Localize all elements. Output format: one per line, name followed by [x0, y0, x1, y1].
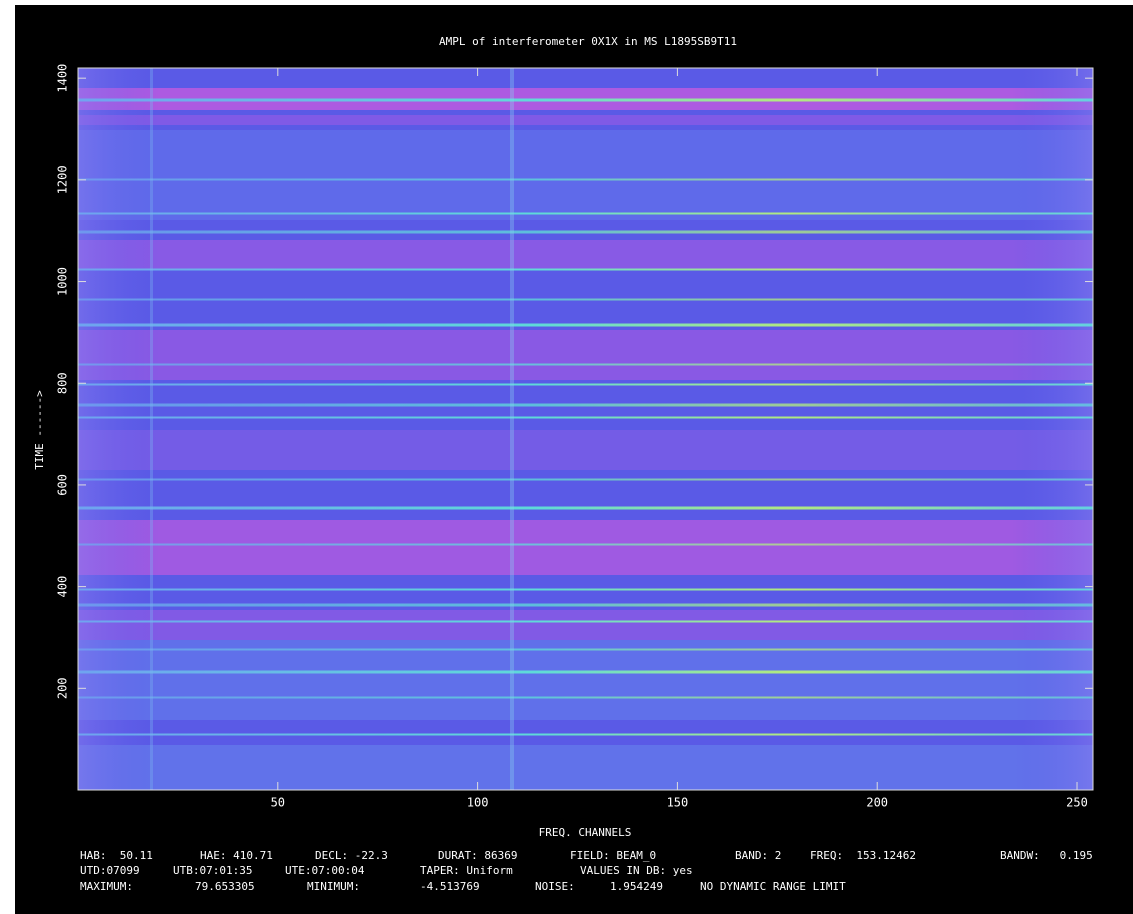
info-text: NOISE:: [535, 880, 575, 893]
y-tick-label: 600: [56, 474, 70, 496]
info-text: UTE:07:00:04: [285, 864, 365, 877]
info-text: TAPER: Uniform: [420, 864, 513, 877]
raster-streak: [78, 734, 1093, 736]
raster-streak: [78, 621, 1093, 623]
raster-streak: [78, 404, 1093, 407]
raster-streak: [78, 589, 1093, 591]
raster-streak: [78, 231, 1093, 234]
info-text: MINIMUM:: [307, 880, 360, 893]
x-tick-label: 150: [667, 796, 689, 810]
raster-streak: [78, 364, 1093, 366]
x-axis-label: FREQ. CHANNELS: [539, 826, 632, 839]
raster-streak: [78, 179, 1093, 181]
info-text: HAB: 50.11: [80, 849, 153, 862]
raster-streak: [78, 99, 1093, 102]
info-text: BANDW: 0.195: [1000, 849, 1093, 862]
raster-column: [510, 68, 514, 790]
x-tick-label: 100: [467, 796, 489, 810]
raster-streak: [78, 299, 1093, 301]
x-tick-label: 50: [271, 796, 285, 810]
raster-streak: [78, 671, 1093, 674]
chart: AMPL of interferometer 0X1X in MS L1895S…: [0, 0, 1133, 914]
info-text: 1.954249: [610, 880, 663, 893]
info-text: NO DYNAMIC RANGE LIMIT: [700, 880, 846, 893]
raster-streak: [78, 213, 1093, 215]
raster-streak: [78, 479, 1093, 481]
y-axis-label: TIME ------>: [33, 390, 46, 470]
info-text: FIELD: BEAM_0: [570, 849, 656, 862]
info-text: BAND: 2: [735, 849, 781, 862]
info-text: VALUES IN DB: yes: [580, 864, 693, 877]
raster-streak: [78, 384, 1093, 386]
info-text: UTD:07099: [80, 864, 140, 877]
x-tick-label: 200: [866, 796, 888, 810]
info-text: DURAT: 86369: [438, 849, 517, 862]
page: AMPL of interferometer 0X1X in MS L1895S…: [0, 0, 1133, 914]
info-text: FREQ: 153.12462: [810, 849, 916, 862]
chart-title: AMPL of interferometer 0X1X in MS L1895S…: [439, 35, 737, 48]
y-tick-label: 1400: [56, 64, 70, 93]
raster-streak: [78, 544, 1093, 546]
raster-edge: [78, 68, 1093, 790]
info-text: HAE: 410.71: [200, 849, 273, 862]
y-tick-label: 1200: [56, 165, 70, 194]
info-text: MAXIMUM:: [80, 880, 133, 893]
info-text: -4.513769: [420, 880, 480, 893]
raster-streak: [78, 604, 1093, 607]
raster-streak: [78, 269, 1093, 271]
x-tick-label: 250: [1066, 796, 1088, 810]
raster-streak: [78, 324, 1093, 327]
raster-streak: [78, 649, 1093, 651]
y-tick-label: 200: [56, 677, 70, 699]
y-tick-label: 800: [56, 372, 70, 394]
y-tick-label: 1000: [56, 267, 70, 296]
raster-image: [78, 68, 1093, 790]
info-text: UTB:07:01:35: [173, 864, 252, 877]
raster-streak: [78, 697, 1093, 699]
raster-streak: [78, 417, 1093, 419]
raster-streak: [78, 507, 1093, 510]
y-tick-label: 400: [56, 576, 70, 598]
raster-column: [150, 68, 153, 790]
info-text: 79.653305: [195, 880, 255, 893]
info-text: DECL: -22.3: [315, 849, 388, 862]
